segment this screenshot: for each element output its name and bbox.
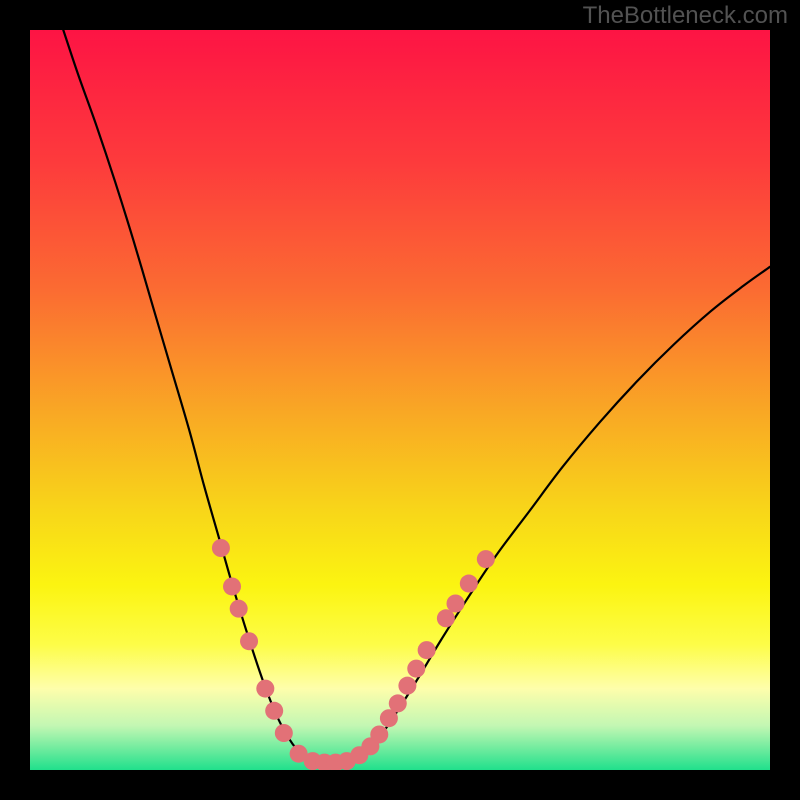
curve-left [63,30,322,763]
marker-point [418,641,436,659]
marker-point [447,595,465,613]
marker-point [223,577,241,595]
chart-plot-area [30,30,770,770]
marker-point [240,632,258,650]
marker-point [212,539,230,557]
marker-point [275,724,293,742]
marker-point [256,680,274,698]
marker-point [230,600,248,618]
watermark-text: TheBottleneck.com [583,2,788,30]
chart-curves-layer [30,30,770,770]
marker-point [389,694,407,712]
marker-point [398,677,416,695]
marker-point [370,725,388,743]
marker-point [407,660,425,678]
marker-point [460,575,478,593]
marker-point [477,550,495,568]
marker-point [265,702,283,720]
marker-point [437,609,455,627]
